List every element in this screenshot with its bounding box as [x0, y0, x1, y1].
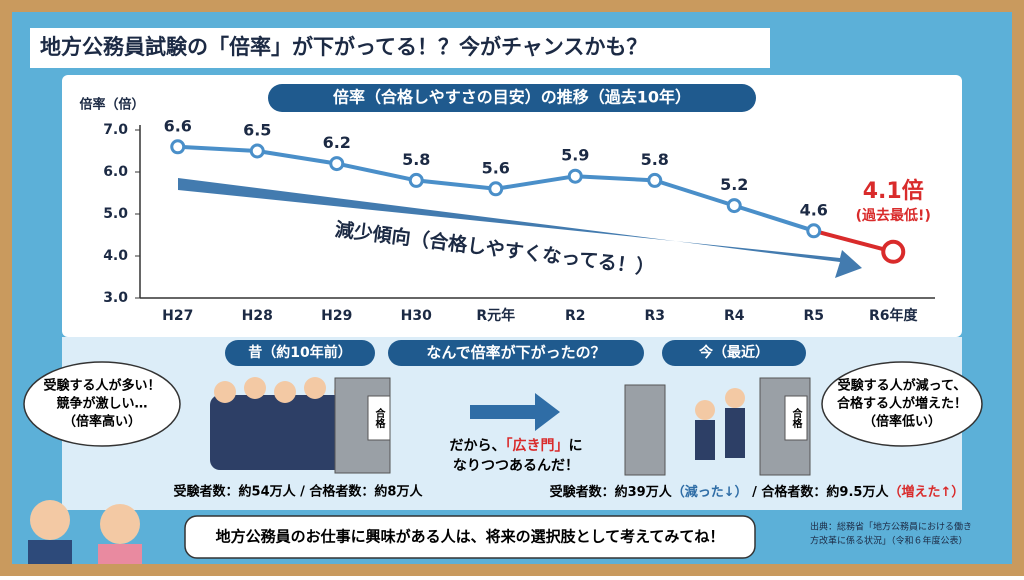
- value-label: 6.2: [323, 133, 351, 152]
- trend-arrow: [178, 178, 862, 278]
- x-tick-label: R元年: [476, 307, 515, 324]
- line-segment: [336, 161, 417, 183]
- chart-panel: [62, 75, 962, 337]
- line-segment: [495, 174, 576, 191]
- y-tick-label: 5.0: [103, 206, 128, 222]
- source: 出典：総務省「地方公務員における働き: [810, 521, 972, 533]
- value-label: 4.6: [800, 200, 828, 219]
- now-bubble: [821, 361, 983, 447]
- data-point: [249, 143, 265, 159]
- value-label: 5.8: [641, 150, 669, 169]
- bubble-text: 受験する人が多い！: [43, 378, 160, 394]
- title-bar: [30, 28, 770, 68]
- question-pill: [388, 340, 644, 366]
- x-tick-label: H30: [401, 308, 432, 324]
- line-segment: [654, 178, 735, 208]
- data-point: [881, 239, 906, 264]
- bubble-text: 合格する人が増えた！: [837, 396, 967, 412]
- question: なんで倍率が下がったの？: [426, 344, 605, 362]
- value-label: 6.6: [164, 116, 192, 135]
- bubble-text: （倍率高い）: [63, 414, 141, 430]
- bubble-text: （倍率低い）: [863, 414, 941, 430]
- stat-note: （増えた↑）: [888, 484, 964, 500]
- x-tick-label: R2: [565, 308, 586, 324]
- value-label: 5.9: [561, 146, 589, 165]
- x-tick-label: H28: [242, 308, 273, 324]
- data-point: [567, 168, 583, 184]
- y-tick-label: 3.0: [103, 290, 128, 306]
- message-bubble: [184, 515, 756, 559]
- source: 方改革に係る状況」（令和６年度公表）: [810, 535, 968, 547]
- x-tick-label: R3: [644, 308, 665, 324]
- data-point: [647, 172, 663, 188]
- data-point: [488, 181, 504, 197]
- chart-title-pill: [268, 84, 756, 112]
- conclusion-line1: だから、「広き門」に: [450, 437, 583, 454]
- line-chart: 3.0 4.0 5.0 6.0 7.0 H27 6.6 H28 6.5 H29 6.2 H30 5.8 R…: [103, 116, 935, 324]
- x-tick-label: H29: [321, 308, 352, 324]
- stat: / 合格者数：約9.5万人: [748, 484, 890, 500]
- past-bubble: [23, 361, 181, 447]
- conclusion-text: に: [569, 438, 583, 454]
- conclusion-line2: なりつつあるんだ！: [453, 458, 579, 474]
- chart-title: 倍率（合格しやすさの目安）の推移（過去10年）: [333, 88, 691, 107]
- gate-sign: 合格: [790, 407, 803, 429]
- center-arrow: [470, 393, 560, 431]
- data-point: [726, 198, 742, 214]
- stat-note: （減った↓）: [672, 484, 748, 500]
- line-segment: [575, 174, 655, 183]
- bubble-text: 受験する人が減って、: [838, 378, 967, 394]
- line-segment: [733, 203, 815, 233]
- line-segment: [416, 178, 496, 191]
- value-label: 5.8: [402, 150, 430, 169]
- value-label: 4.1倍: [863, 178, 924, 204]
- data-point: [408, 172, 424, 188]
- data-point: [170, 139, 186, 155]
- x-tick-label: H27: [162, 308, 193, 324]
- gate-illustration: [624, 377, 811, 476]
- characters: [28, 500, 142, 564]
- footer-message: 地方公務員のお仕事に興味がある人は、将来の選択肢として考えてみてね！: [216, 528, 725, 546]
- now-pill: [662, 340, 806, 366]
- bubble-text: 競争が激しい…: [56, 396, 147, 412]
- value-label: 5.6: [482, 158, 510, 177]
- data-point: [329, 156, 345, 172]
- value-label: 6.5: [243, 121, 271, 140]
- y-tick-label: 7.0: [103, 122, 128, 138]
- past-pill: [225, 340, 375, 366]
- stat: 受験者数：約39万人: [550, 484, 673, 500]
- x-tick-label: R4: [724, 308, 745, 324]
- x-tick-label: R5: [803, 308, 824, 324]
- conclusion-text: だから、: [450, 438, 506, 454]
- conclusion-highlight: 「広き門」: [506, 437, 569, 454]
- now-stats: 受験者数：約39万人（減った↓） / 合格者数：約9.5万人（増えた↑）: [550, 484, 965, 500]
- past-label: 昔（約10年前）: [248, 344, 351, 361]
- line-segment: [256, 149, 338, 166]
- y-tick-label: 4.0: [103, 248, 128, 264]
- line-segment: [813, 228, 894, 254]
- now-label: 今（最近）: [698, 344, 769, 361]
- value-label: 5.2: [720, 175, 748, 194]
- gate-sign: 合格: [373, 407, 386, 429]
- title: 地方公務員試験の「倍率」が下がってる！？今がチャンスかも？: [40, 35, 647, 59]
- data-point: [806, 223, 822, 239]
- line-segment: [177, 144, 258, 153]
- annotation: (過去最低!): [856, 207, 931, 224]
- crowd-illustration: [210, 377, 391, 474]
- y-tick-label: 6.0: [103, 164, 128, 180]
- x-tick-label: R6年度: [869, 307, 919, 324]
- y-axis-label: 倍率（倍）: [79, 97, 144, 113]
- past-stats: 受験者数：約54万人 / 合格者数：約8万人: [174, 484, 424, 500]
